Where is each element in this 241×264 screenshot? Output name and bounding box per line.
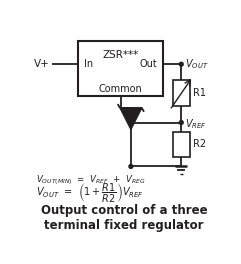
Text: Output control of a three
terminal fixed regulator: Output control of a three terminal fixed… (40, 204, 207, 232)
Circle shape (129, 164, 133, 168)
Text: Common: Common (99, 84, 143, 94)
Text: $V_{OUT}$: $V_{OUT}$ (185, 57, 209, 71)
Text: V+: V+ (34, 59, 50, 69)
Text: $V_{OUT}$  =  $\left(1+\dfrac{R1}{R2}\right)V_{REF}$: $V_{OUT}$ = $\left(1+\dfrac{R1}{R2}\righ… (36, 182, 144, 205)
Text: $V_{REF}$: $V_{REF}$ (185, 117, 207, 131)
Bar (78, 41, 163, 96)
Circle shape (179, 62, 183, 66)
Text: In: In (84, 59, 94, 69)
Text: Out: Out (140, 59, 157, 69)
Text: R1: R1 (193, 88, 206, 98)
Text: $V_{OUT(MIN)}$  =  $V_{REF}$  +  $V_{REG}$: $V_{OUT(MIN)}$ = $V_{REF}$ + $V_{REG}$ (36, 173, 146, 187)
Bar (173, 80, 190, 106)
Polygon shape (120, 108, 142, 129)
Text: ZSR***: ZSR*** (103, 50, 139, 60)
Text: R2: R2 (193, 139, 206, 149)
Circle shape (179, 121, 183, 124)
Bar (173, 132, 190, 157)
